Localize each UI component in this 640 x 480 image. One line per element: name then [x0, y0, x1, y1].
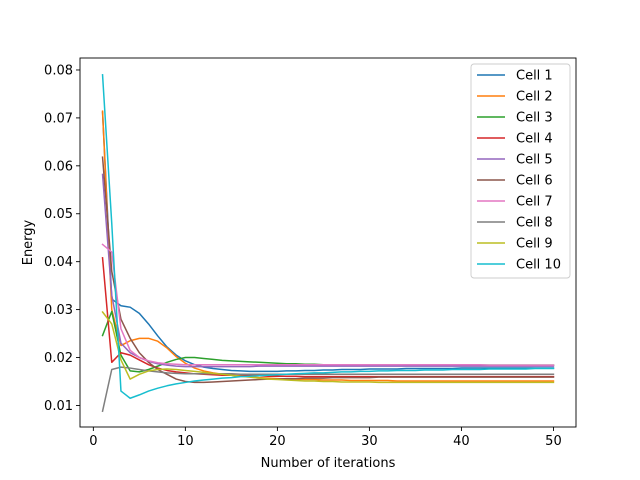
- series-line-cell-7: [101, 243, 555, 366]
- legend-label-cell-9: Cell 9: [516, 237, 553, 252]
- y-tick-label: 0.05: [44, 207, 73, 222]
- legend-label-cell-4: Cell 4: [516, 132, 553, 147]
- x-tick-label: 30: [361, 434, 378, 449]
- series-line-cell-6: [101, 156, 555, 384]
- plot-lines: [101, 73, 555, 413]
- legend-label-cell-7: Cell 7: [516, 195, 553, 210]
- y-tick-label: 0.08: [44, 63, 73, 78]
- y-tick-label: 0.07: [44, 111, 73, 126]
- x-tick-label: 0: [89, 434, 97, 449]
- x-axis-ticks: 0 10 20 30 40 50: [89, 427, 562, 449]
- legend-label-cell-8: Cell 8: [516, 216, 553, 231]
- series-line-cell-2: [101, 110, 555, 382]
- series-line-cell-8: [101, 366, 555, 413]
- series-line-cell-9: [101, 310, 555, 384]
- legend-label-cell-5: Cell 5: [516, 153, 553, 168]
- y-tick-label: 0.02: [44, 351, 73, 366]
- legend: Cell 1 Cell 2 Cell 3 Cell 4 Cell 5 Cell 6 Cell…: [470, 63, 571, 279]
- y-axis-label: Energy: [21, 219, 36, 265]
- y-tick-label: 0.03: [44, 303, 73, 318]
- legend-label-cell-1: Cell 1: [516, 69, 553, 84]
- axes-frame: [79, 57, 577, 428]
- legend-label-cell-3: Cell 3: [516, 111, 553, 126]
- series-line-cell-10: [101, 73, 555, 399]
- series-line-cell-5: [101, 173, 555, 368]
- x-tick-label: 50: [545, 434, 562, 449]
- x-tick-label: 40: [453, 434, 470, 449]
- x-axis-label: Number of iterations: [261, 456, 396, 471]
- y-tick-label: 0.06: [44, 159, 73, 174]
- legend-label-cell-2: Cell 2: [516, 90, 553, 105]
- y-tick-label: 0.01: [44, 399, 73, 414]
- series-line-cell-1: [101, 111, 555, 373]
- y-tick-label: 0.04: [44, 255, 73, 270]
- y-axis-ticks: 0.01 0.02 0.03 0.04 0.05 0.06 0.07 0.08: [44, 63, 80, 414]
- x-tick-label: 10: [177, 434, 194, 449]
- legend-label-cell-10: Cell 10: [516, 258, 561, 273]
- legend-label-cell-6: Cell 6: [516, 174, 553, 189]
- x-tick-label: 20: [269, 434, 286, 449]
